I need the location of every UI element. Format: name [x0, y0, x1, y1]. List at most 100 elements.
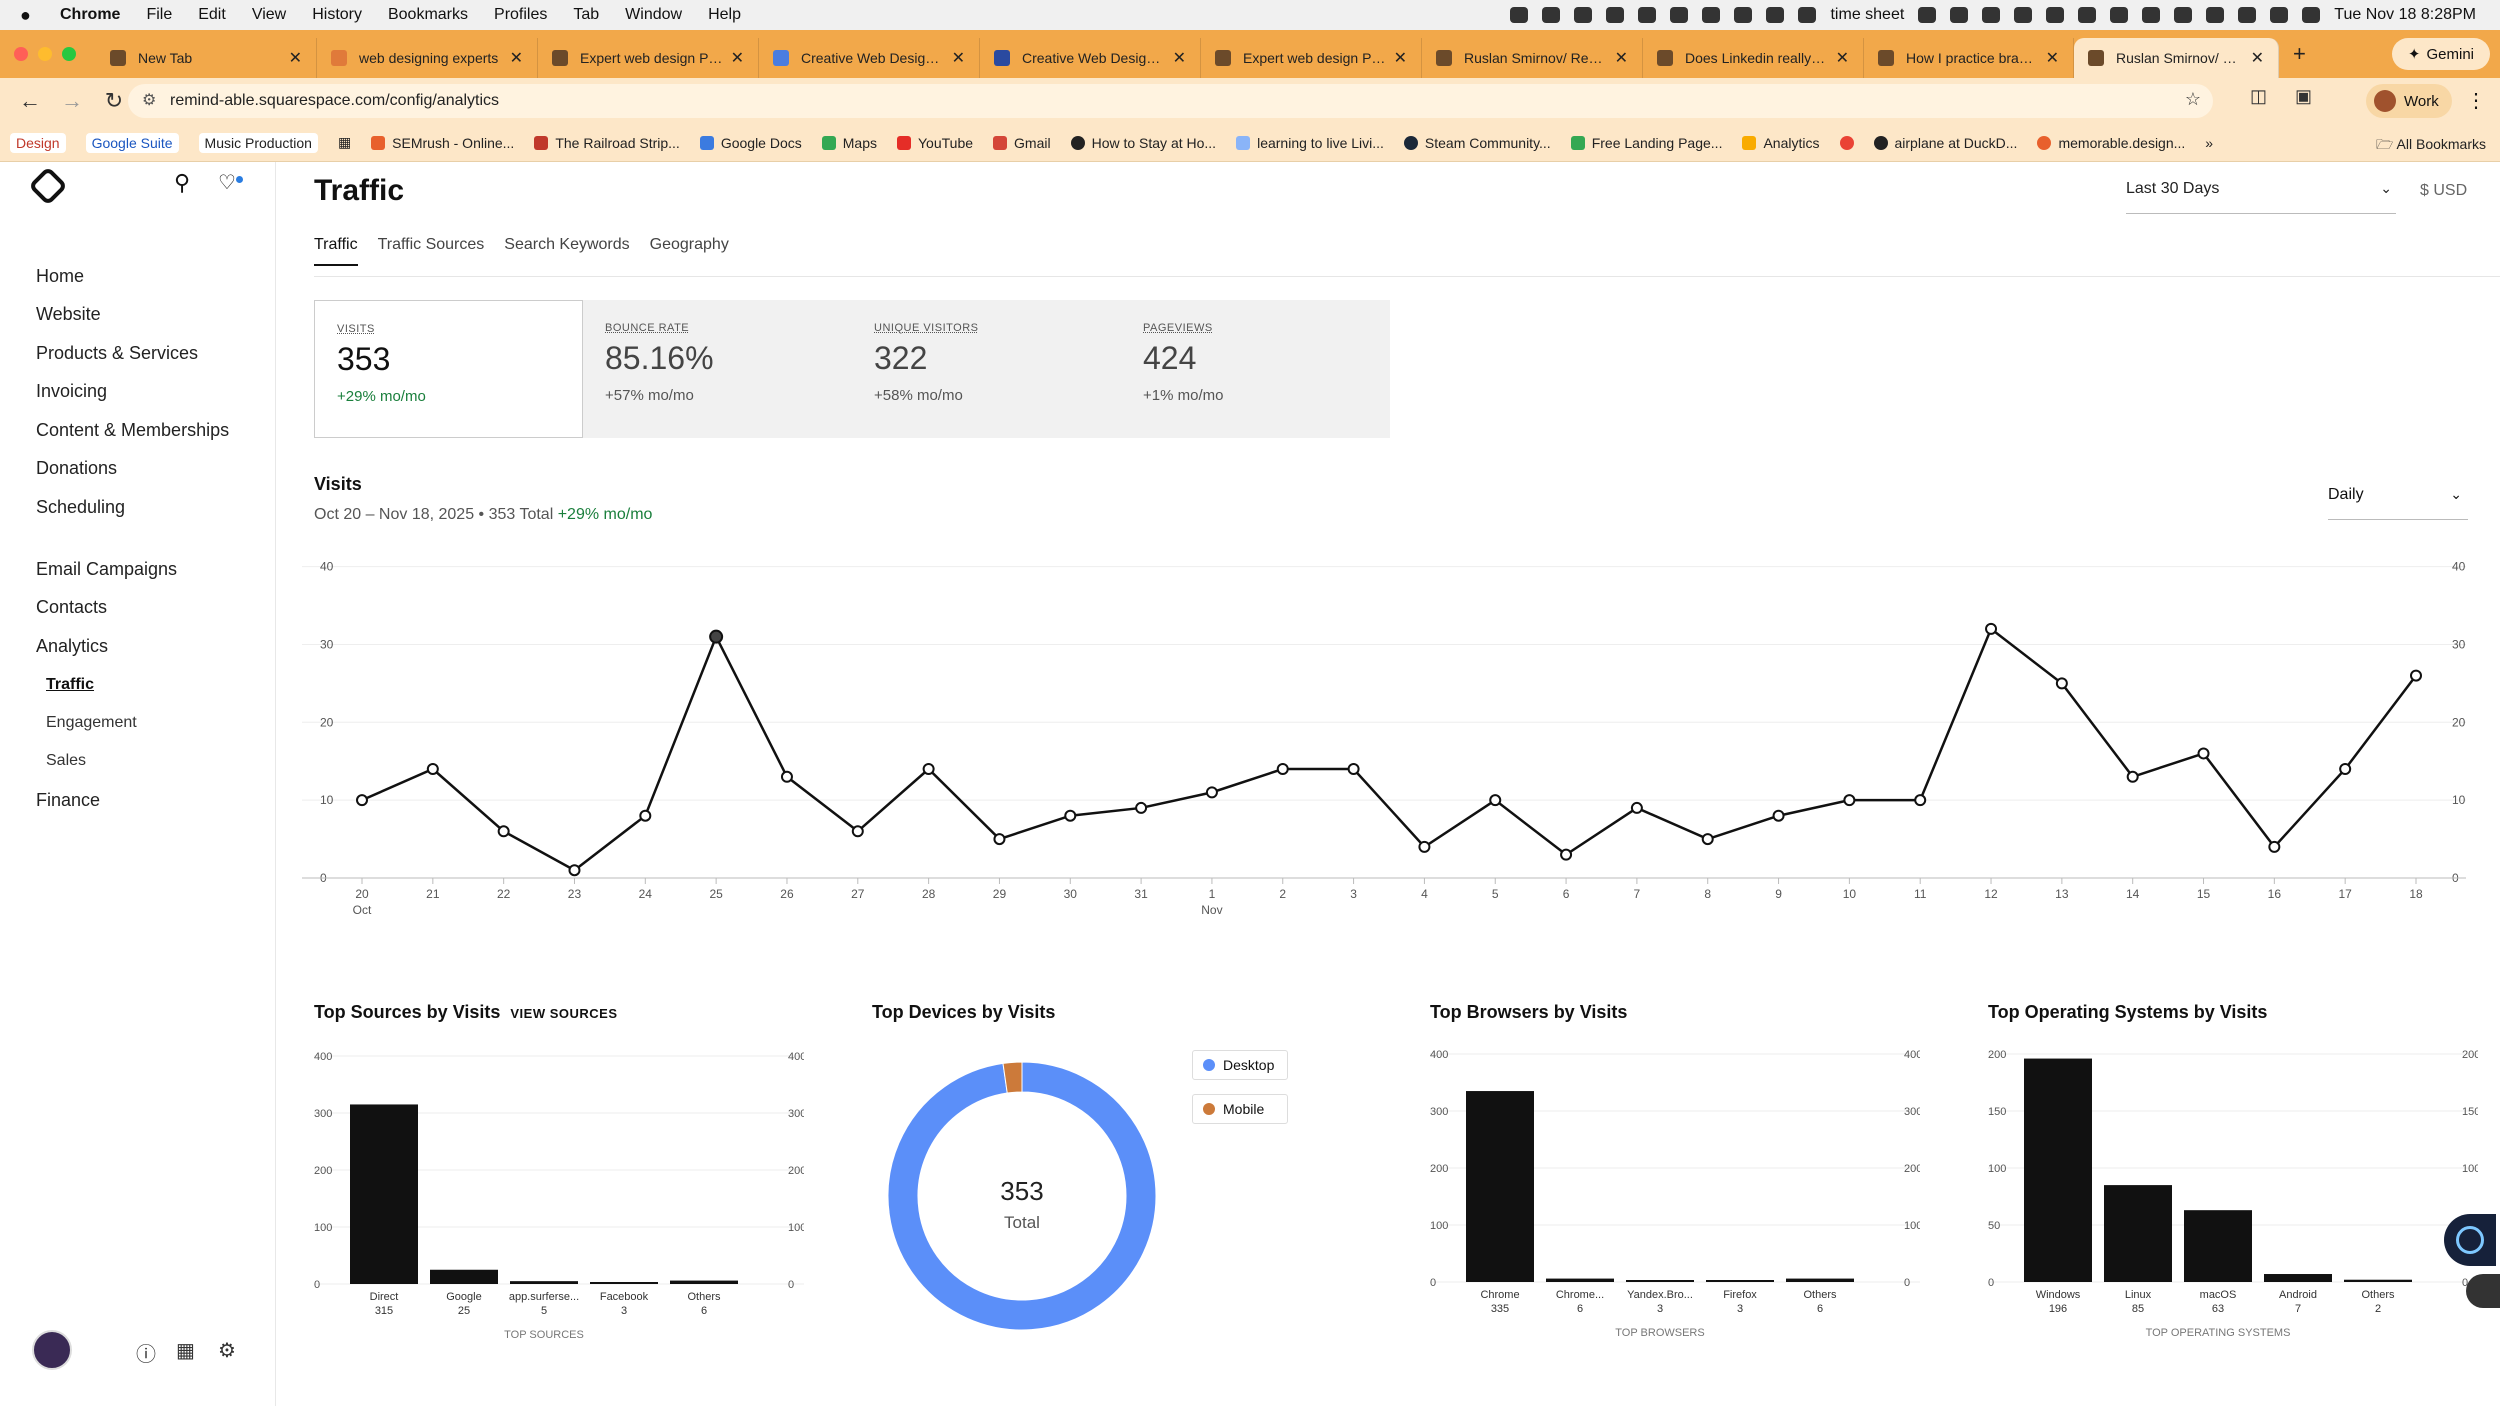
status-icon[interactable] [2046, 7, 2065, 23]
bookmark[interactable]: Analytics [1742, 135, 1820, 151]
status-icon[interactable] [1574, 7, 1593, 23]
address-bar[interactable]: ⚙ remind-able.squarespace.com/config/ana… [128, 84, 2213, 118]
all-bookmarks-button[interactable]: 🗁 All Bookmarks [2376, 134, 2486, 158]
metric-pageviews[interactable]: PAGEVIEWS 424 +1% mo/mo [1121, 300, 1390, 438]
google-bookmark-icon[interactable] [1839, 135, 1854, 150]
wifi-icon[interactable] [2110, 7, 2129, 23]
close-tab-icon[interactable]: ✕ [951, 50, 965, 67]
back-icon[interactable]: ← [19, 88, 41, 113]
tab-search-keywords[interactable]: Search Keywords [504, 236, 630, 253]
apps-icon[interactable]: ▦ [176, 1340, 195, 1362]
status-icon[interactable] [1950, 7, 1969, 23]
sidebar-subitem-engagement[interactable]: Engagement [46, 714, 137, 731]
status-icon[interactable] [2174, 7, 2193, 23]
assistant-button[interactable] [2444, 1214, 2496, 1266]
bookmark-star-icon[interactable]: ☆ [2184, 89, 2201, 109]
browser-tab[interactable]: Ruslan Smirnov/ Remin ✕ [1422, 38, 1643, 78]
gear-icon[interactable]: ⚙ [218, 1340, 236, 1362]
granularity-select[interactable]: Daily ⌄ [2328, 486, 2468, 520]
bookmark[interactable]: The Railroad Strip... [534, 135, 680, 151]
browser-tab[interactable]: Does Linkedin really ma ✕ [1643, 38, 1864, 78]
close-tab-icon[interactable]: ✕ [2250, 50, 2264, 67]
metric-visits[interactable]: VISITS 353 +29% mo/mo [314, 300, 583, 438]
legend-item-mobile[interactable]: Mobile [1192, 1094, 1288, 1124]
metric-unique-visitors[interactable]: UNIQUE VISITORS 322 +58% mo/mo [852, 300, 1121, 438]
calendar-icon[interactable] [1798, 7, 1817, 23]
close-tab-icon[interactable]: ✕ [2045, 50, 2059, 67]
timesheet-label[interactable]: time sheet [1830, 6, 1905, 23]
menu-bookmarks[interactable]: Bookmarks [387, 6, 469, 23]
status-icon[interactable] [1542, 7, 1561, 23]
status-icon[interactable] [1982, 7, 2001, 23]
close-tab-icon[interactable]: ✕ [1835, 50, 1849, 67]
bookmark[interactable]: YouTube [897, 135, 973, 151]
sidebar-subitem-traffic[interactable]: Traffic [46, 676, 95, 693]
apps-grid-icon[interactable]: ▦ [337, 134, 352, 150]
status-icon[interactable] [1918, 7, 1937, 23]
search-icon[interactable]: ⚲ [174, 170, 191, 195]
browser-tab[interactable]: How I practice brand st ✕ [1864, 38, 2074, 78]
browser-tab-active[interactable]: Ruslan Smirnov/ Remin ✕ [2074, 38, 2279, 78]
tab-geography[interactable]: Geography [649, 236, 729, 253]
status-icon[interactable] [1734, 7, 1753, 23]
extensions-icon[interactable]: ◫ [2250, 86, 2268, 106]
bookmark-folder[interactable]: Design [10, 132, 66, 153]
browser-tab[interactable]: Expert web design Port ✕ [1201, 38, 1422, 78]
close-tab-icon[interactable]: ✕ [1172, 50, 1186, 67]
bookmark-folder[interactable]: Google Suite [85, 132, 179, 153]
close-tab-icon[interactable]: ✕ [288, 50, 302, 67]
minimize-window-button[interactable] [38, 47, 52, 61]
sidepanel-icon[interactable]: ▣ [2295, 86, 2313, 106]
menu-view[interactable]: View [251, 6, 287, 23]
help-icon[interactable]: ⓘ [136, 1344, 156, 1366]
control-center-icon[interactable] [2142, 7, 2161, 23]
bookmark[interactable]: memorable.design... [2037, 135, 2185, 151]
browser-tab[interactable]: Creative Web Design E ✕ [759, 38, 980, 78]
sidebar-item-finance[interactable]: Finance [36, 790, 101, 810]
status-icon[interactable] [1638, 7, 1657, 23]
avatar[interactable] [32, 1330, 72, 1370]
browser-tab[interactable]: Creative Web Design E ✕ [980, 38, 1201, 78]
bookmark-folder[interactable]: Music Production [198, 132, 318, 153]
reload-icon[interactable]: ↻ [104, 88, 124, 113]
squarespace-logo-icon[interactable] [28, 166, 68, 206]
menu-edit[interactable]: Edit [198, 6, 226, 23]
gemini-button[interactable]: ✦ Gemini [2391, 38, 2490, 70]
close-tab-icon[interactable]: ✕ [1393, 50, 1407, 67]
sidebar-subitem-sales[interactable]: Sales [46, 752, 87, 769]
bookmark[interactable]: Steam Community... [1403, 135, 1551, 151]
close-tab-icon[interactable]: ✕ [1614, 50, 1628, 67]
menu-help[interactable]: Help [708, 6, 741, 23]
sidebar-item-products[interactable]: Products & Services [36, 343, 199, 363]
metric-bounce-rate[interactable]: BOUNCE RATE 85.16% +57% mo/mo [583, 300, 852, 438]
legend-item-desktop[interactable]: Desktop [1192, 1050, 1288, 1080]
forward-icon[interactable]: → [61, 88, 83, 113]
browser-tab[interactable]: Expert web design Port ✕ [538, 38, 759, 78]
url-text[interactable]: remind-able.squarespace.com/config/analy… [170, 92, 500, 109]
menu-file[interactable]: File [146, 6, 173, 23]
browser-tab[interactable]: New Tab ✕ [96, 38, 317, 78]
view-sources-link[interactable]: VIEW SOURCES [510, 1006, 618, 1021]
status-icon[interactable] [2206, 7, 2225, 23]
search-icon[interactable] [1766, 7, 1785, 23]
profile-button[interactable]: Work [2366, 84, 2452, 118]
clock[interactable]: Tue Nov 18 8:28PM [2334, 6, 2476, 23]
site-info-icon[interactable]: ⚙ [142, 92, 157, 109]
menu-app-name[interactable]: Chrome [60, 6, 121, 23]
sparkle-button[interactable] [2466, 1274, 2500, 1308]
sidebar-item-analytics[interactable]: Analytics [36, 636, 109, 656]
currency-label[interactable]: $ USD [2420, 182, 2468, 199]
menu-history[interactable]: History [312, 6, 362, 23]
more-bookmarks-icon[interactable]: » [2205, 134, 2214, 151]
sidebar-item-scheduling[interactable]: Scheduling [36, 497, 126, 517]
menu-tab[interactable]: Tab [573, 6, 600, 23]
close-window-button[interactable] [14, 47, 28, 61]
bookmark[interactable]: Free Landing Page... [1570, 135, 1722, 151]
sidebar-item-invoicing[interactable]: Invoicing [36, 381, 108, 401]
battery-icon[interactable] [2014, 7, 2033, 23]
close-tab-icon[interactable]: ✕ [730, 50, 744, 67]
bookmark[interactable]: Gmail [993, 135, 1051, 151]
new-tab-icon[interactable]: + [2293, 41, 2306, 66]
status-icon[interactable] [2078, 7, 2097, 23]
bookmark[interactable]: airplane at DuckD... [1873, 135, 2017, 151]
